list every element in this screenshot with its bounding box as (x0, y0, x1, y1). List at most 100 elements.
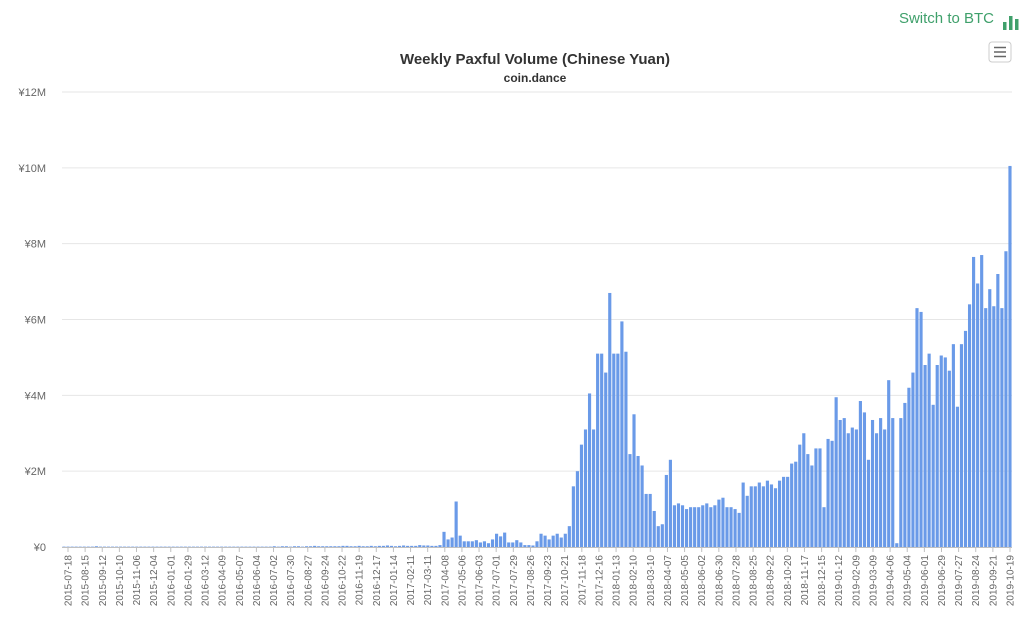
bar (648, 493, 652, 547)
menu-button[interactable] (988, 41, 1012, 63)
bar (264, 546, 268, 548)
bar (426, 545, 430, 547)
bar (486, 543, 491, 547)
x-tick-label: 2017-08-26 (526, 555, 537, 607)
bar (175, 546, 179, 548)
x-tick-label: 2016-05-07 (235, 555, 246, 607)
chart-subtitle: coin.dance (504, 71, 567, 85)
bar (786, 476, 790, 547)
x-tick-label: 2019-01-12 (834, 555, 845, 607)
bar (82, 546, 86, 548)
x-tick-label: 2017-07-29 (509, 555, 520, 607)
bar (203, 546, 208, 548)
bar (664, 474, 668, 547)
bar (199, 546, 204, 548)
bar (106, 546, 111, 548)
bar (640, 465, 644, 547)
bar (90, 546, 94, 548)
bar (155, 546, 159, 548)
x-tick-label: 2019-05-04 (903, 555, 914, 607)
x-tick-label: 2018-10-20 (783, 555, 794, 607)
x-tick-label: 2018-09-22 (766, 555, 777, 607)
x-tick-label: 2016-01-29 (183, 555, 194, 607)
bar (761, 486, 765, 547)
bar (377, 545, 381, 547)
bar (434, 545, 438, 547)
switch-to-btc-link[interactable]: Switch to BTC (898, 10, 994, 27)
bar (604, 372, 608, 547)
bar-chart-icon[interactable] (1002, 12, 1020, 30)
bar (972, 256, 976, 547)
bar (632, 414, 636, 547)
bar (887, 380, 891, 547)
bar (450, 537, 454, 547)
bar (272, 546, 276, 547)
bar (773, 488, 778, 547)
bar (660, 524, 664, 547)
bar (620, 321, 624, 547)
x-tick-label: 2019-06-29 (937, 555, 948, 607)
x-tick-label: 2016-03-12 (201, 555, 212, 607)
bar (325, 546, 329, 547)
bar (583, 429, 588, 547)
x-tick-label: 2019-02-09 (851, 555, 862, 607)
bar (414, 545, 418, 547)
bar (842, 418, 846, 547)
bar (919, 311, 923, 547)
x-tick-label: 2016-12-17 (372, 555, 383, 607)
bar (240, 546, 244, 548)
x-tick-label: 2018-03-10 (646, 555, 657, 607)
bar (547, 539, 551, 547)
bar (195, 546, 199, 548)
bar (644, 493, 648, 547)
x-tick-label: 2016-10-22 (338, 555, 349, 607)
bar (628, 454, 632, 547)
bar (389, 545, 394, 547)
x-tick-label: 2018-07-28 (731, 555, 742, 607)
x-tick-label: 2015-12-04 (149, 555, 160, 607)
bar (402, 545, 406, 547)
x-tick-label: 2019-04-06 (886, 555, 897, 607)
bar (559, 537, 563, 547)
bar (721, 497, 725, 547)
x-tick-label: 2016-04-09 (218, 555, 229, 607)
bar (397, 545, 402, 547)
bar (814, 448, 818, 547)
bar (309, 546, 313, 547)
bar (616, 353, 620, 548)
bar-series (62, 165, 1012, 548)
x-tick-label: 2018-08-25 (749, 555, 760, 607)
y-tick-label: ¥4M (24, 390, 46, 402)
bar (131, 546, 135, 548)
bar (592, 429, 596, 547)
x-tick-label: 2016-07-30 (286, 555, 297, 607)
y-tick-label: ¥10M (17, 163, 46, 175)
bar (458, 535, 462, 548)
bar (151, 546, 155, 548)
bar (709, 507, 713, 547)
x-tick-label: 2017-11-18 (577, 555, 588, 606)
bar (207, 546, 212, 548)
bar (555, 533, 559, 547)
bar (442, 531, 446, 547)
bar (668, 459, 672, 547)
x-tick-label: 2016-01-01 (166, 555, 177, 607)
gridlines (62, 91, 1012, 472)
bar (418, 545, 422, 547)
bar (256, 546, 260, 548)
bar (482, 541, 487, 547)
bar (438, 545, 442, 547)
bar (224, 546, 228, 548)
bar (349, 546, 353, 547)
x-tick-label: 2018-12-15 (817, 555, 828, 607)
bar (466, 541, 470, 547)
bar (947, 370, 951, 547)
bar (98, 546, 102, 548)
bar (737, 512, 741, 548)
bar (866, 459, 871, 547)
bar (365, 546, 369, 547)
bar (147, 546, 151, 548)
bar (361, 546, 365, 547)
bar (1004, 251, 1008, 547)
